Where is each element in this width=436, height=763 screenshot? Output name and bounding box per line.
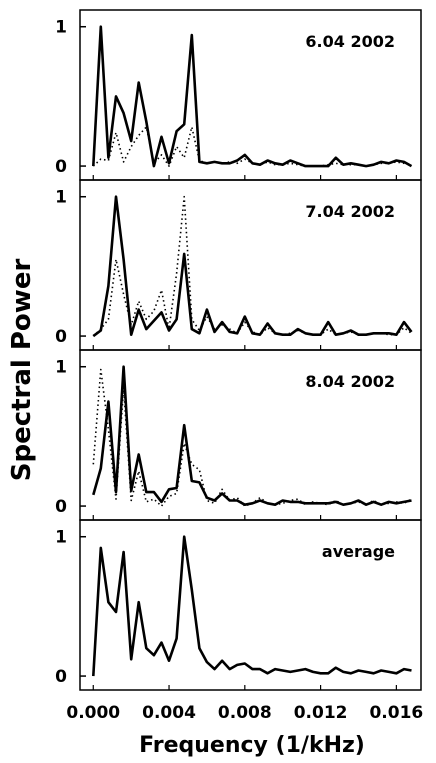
dotted-series-line (92, 195, 412, 337)
dotted-series-line (92, 126, 412, 167)
x-tick-label: 0.004 (142, 703, 196, 723)
y-tick-label: 0 (55, 157, 67, 177)
y-tick-label: 1 (55, 358, 67, 378)
x-axis-title: Frequency (1/kHz) (139, 733, 365, 758)
y-axis-title: Spectral Power (7, 259, 37, 482)
panels-group: 0 1 6.04 2002 0 1 7.04 2002 0 1 8.04 2002 0 1 avera… (55, 9, 423, 723)
panel-frame (79, 519, 422, 691)
panel-3: 0 1 8.04 2002 (55, 349, 422, 521)
y-tick-label: 0 (55, 327, 67, 347)
y-tick-label: 1 (55, 18, 67, 38)
dotted-series-line (92, 368, 412, 507)
x-tick-label: 0.008 (218, 703, 272, 723)
panel-label: 8.04 2002 (305, 372, 395, 391)
x-tick-label: 0.000 (66, 703, 120, 723)
x-tick-label: 0.012 (294, 703, 348, 723)
panel-1: 0 1 6.04 2002 (55, 9, 422, 181)
x-tick-label: 0.016 (369, 703, 423, 723)
solid-series-line (92, 535, 412, 677)
solid-series-line (92, 195, 413, 338)
panel-label: 6.04 2002 (305, 32, 395, 51)
panel-label: average (322, 542, 395, 561)
y-tick-label: 1 (55, 188, 67, 208)
panel-4: 0 1 average (55, 519, 422, 691)
y-tick-label: 0 (55, 497, 67, 517)
y-tick-label: 1 (55, 528, 67, 548)
panel-2: 0 1 7.04 2002 (55, 179, 422, 351)
panel-label: 7.04 2002 (305, 202, 395, 221)
y-tick-label: 0 (55, 667, 67, 687)
